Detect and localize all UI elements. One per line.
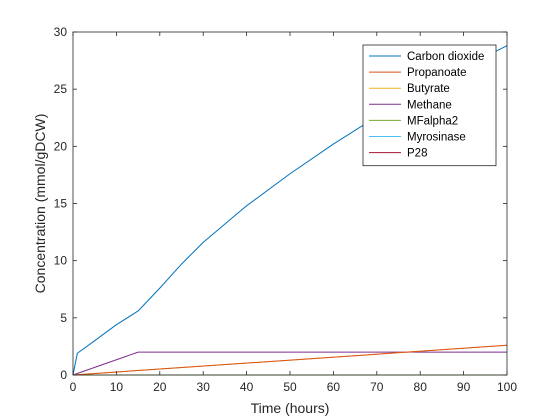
- x-tick-label: 60: [327, 380, 341, 394]
- legend-box: [362, 44, 497, 167]
- x-ticks: 0 10 20 30 40 50 60 70 80 90 100: [70, 32, 517, 394]
- y-axis-label: Concentration (mmol/gDCW): [32, 114, 48, 294]
- legend-label-myrosinase: Myrosinase: [407, 132, 466, 144]
- y-tick-label: 15: [54, 197, 68, 211]
- y-tick-label: 20: [54, 139, 68, 153]
- y-tick-label: 25: [54, 82, 68, 96]
- x-tick-label: 70: [370, 380, 384, 394]
- x-tick-label: 50: [283, 380, 297, 394]
- x-tick-label: 10: [110, 380, 124, 394]
- legend-label-p28: P28: [407, 148, 427, 160]
- x-tick-label: 40: [240, 380, 254, 394]
- x-tick-label: 100: [497, 380, 517, 394]
- y-tick-label: 10: [54, 254, 68, 268]
- legend-label-propanoate: Propanoate: [407, 67, 466, 79]
- y-tick-label: 30: [54, 25, 68, 39]
- series-line-methane: [72, 351, 507, 376]
- x-tick-label: 90: [457, 380, 471, 394]
- x-tick-label: 80: [414, 380, 428, 394]
- x-axis-label: Time (hours): [251, 400, 330, 416]
- legend-label-methane: Methane: [407, 99, 452, 111]
- y-ticks: 0 5 10 15 20 25 30: [54, 25, 507, 382]
- legend-label-butyrate: Butyrate: [407, 83, 450, 95]
- x-tick-label: 0: [70, 380, 77, 394]
- x-tick-label: 30: [197, 380, 211, 394]
- x-tick-label: 20: [153, 380, 167, 394]
- legend: Carbon dioxide Propanoate Butyrate Methane M…: [362, 44, 497, 167]
- y-tick-label: 5: [60, 311, 67, 325]
- series-line-propanoate: [72, 344, 508, 376]
- legend-label-mfalpha2: MFalpha2: [407, 115, 458, 127]
- legend-label-carbon-dioxide: Carbon dioxide: [407, 51, 484, 63]
- y-tick-label: 0: [60, 368, 67, 382]
